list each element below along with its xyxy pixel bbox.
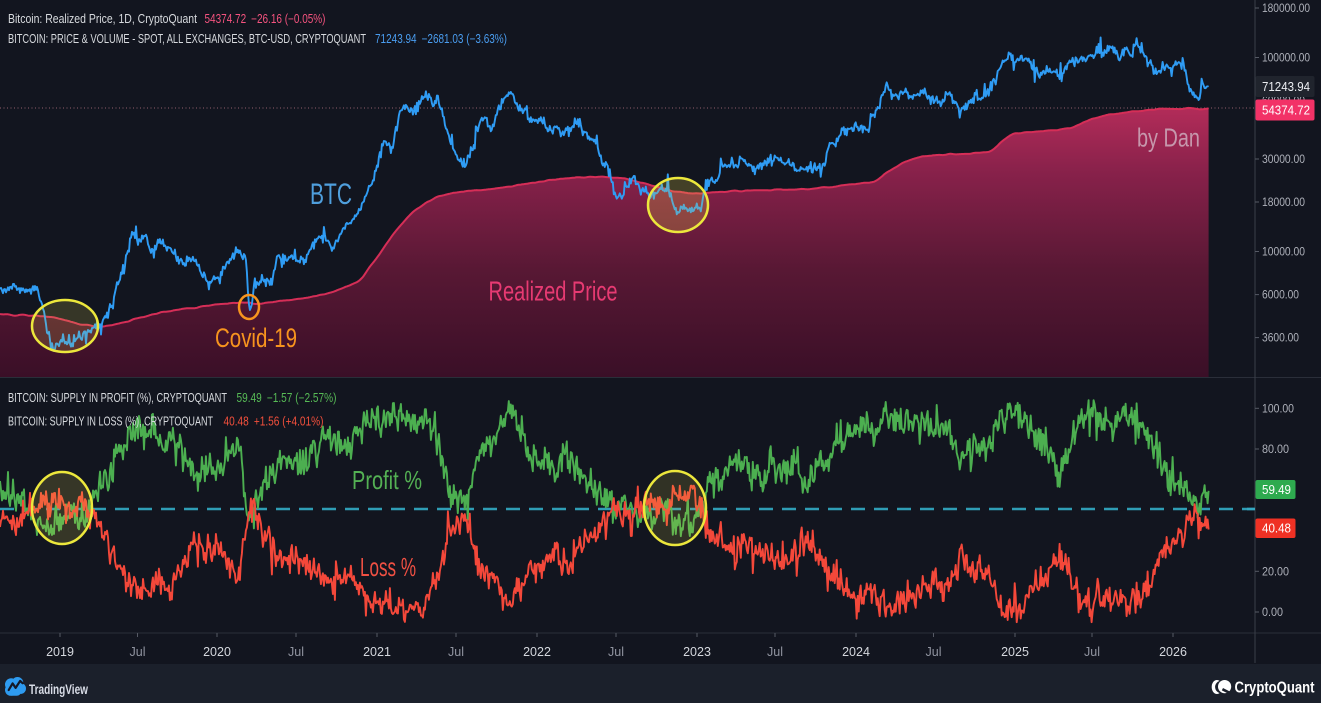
svg-text:6000.00: 6000.00 [1262, 290, 1299, 302]
svg-text:Jul: Jul [608, 645, 624, 659]
svg-text:Jul: Jul [448, 645, 464, 659]
svg-text:Jul: Jul [767, 645, 783, 659]
svg-text:59.49 −1.57 (−2.57%): 59.49 −1.57 (−2.57%) [237, 391, 337, 405]
svg-text:54374.72: 54374.72 [1262, 104, 1310, 118]
svg-text:2020: 2020 [203, 645, 231, 659]
svg-text:71243.94: 71243.94 [1262, 80, 1310, 94]
svg-text:BITCOIN: SUPPLY IN PROFIT (%),: BITCOIN: SUPPLY IN PROFIT (%), CRYPTOQUA… [8, 391, 227, 405]
svg-text:BTC: BTC [310, 178, 352, 211]
svg-text:40.48 +1.56 (+4.01%): 40.48 +1.56 (+4.01%) [224, 415, 324, 429]
svg-text:BITCOIN: SUPPLY IN LOSS (%), C: BITCOIN: SUPPLY IN LOSS (%), CRYPTOQUANT [8, 415, 213, 429]
svg-text:Covid-19: Covid-19 [215, 323, 297, 353]
svg-text:Jul: Jul [1084, 645, 1100, 659]
svg-text:0.00: 0.00 [1262, 607, 1283, 619]
svg-text:180000.00: 180000.00 [1262, 3, 1310, 15]
svg-text:40.48: 40.48 [1262, 522, 1291, 536]
svg-text:Loss %: Loss % [360, 552, 416, 582]
svg-text:Jul: Jul [130, 645, 146, 659]
svg-text:by Dan: by Dan [1137, 123, 1200, 153]
svg-text:TradingView: TradingView [29, 682, 88, 697]
svg-text:2021: 2021 [363, 645, 391, 659]
svg-text:10000.00: 10000.00 [1262, 247, 1305, 259]
svg-text:18000.00: 18000.00 [1262, 197, 1305, 209]
svg-text:2024: 2024 [842, 645, 870, 659]
svg-text:Profit %: Profit % [352, 465, 422, 495]
svg-text:CryptoQuant: CryptoQuant [1235, 680, 1315, 697]
svg-text:Jul: Jul [926, 645, 942, 659]
svg-text:2026: 2026 [1159, 645, 1187, 659]
svg-text:30000.00: 30000.00 [1262, 154, 1305, 166]
svg-text:2025: 2025 [1001, 645, 1029, 659]
svg-text:54374.72 −26.16 (−0.05%): 54374.72 −26.16 (−0.05%) [205, 12, 326, 26]
svg-text:Bitcoin: Realized Price, 1D, C: Bitcoin: Realized Price, 1D, CryptoQuant [8, 12, 197, 26]
svg-text:2023: 2023 [683, 645, 711, 659]
svg-text:100.00: 100.00 [1262, 403, 1294, 415]
svg-text:2019: 2019 [46, 645, 74, 659]
svg-text:20.00: 20.00 [1262, 566, 1289, 578]
svg-text:59.49: 59.49 [1262, 483, 1291, 497]
svg-text:3600.00: 3600.00 [1262, 333, 1299, 345]
svg-text:71243.94 −2681.03 (−3.63%): 71243.94 −2681.03 (−3.63%) [375, 32, 507, 46]
svg-text:2022: 2022 [523, 645, 551, 659]
svg-text:Jul: Jul [288, 645, 304, 659]
svg-text:80.00: 80.00 [1262, 444, 1289, 456]
svg-text:Realized Price: Realized Price [489, 276, 618, 307]
svg-text:100000.00: 100000.00 [1262, 53, 1310, 65]
svg-text:BITCOIN: PRICE & VOLUME - SPOT: BITCOIN: PRICE & VOLUME - SPOT, ALL EXCH… [8, 32, 366, 46]
